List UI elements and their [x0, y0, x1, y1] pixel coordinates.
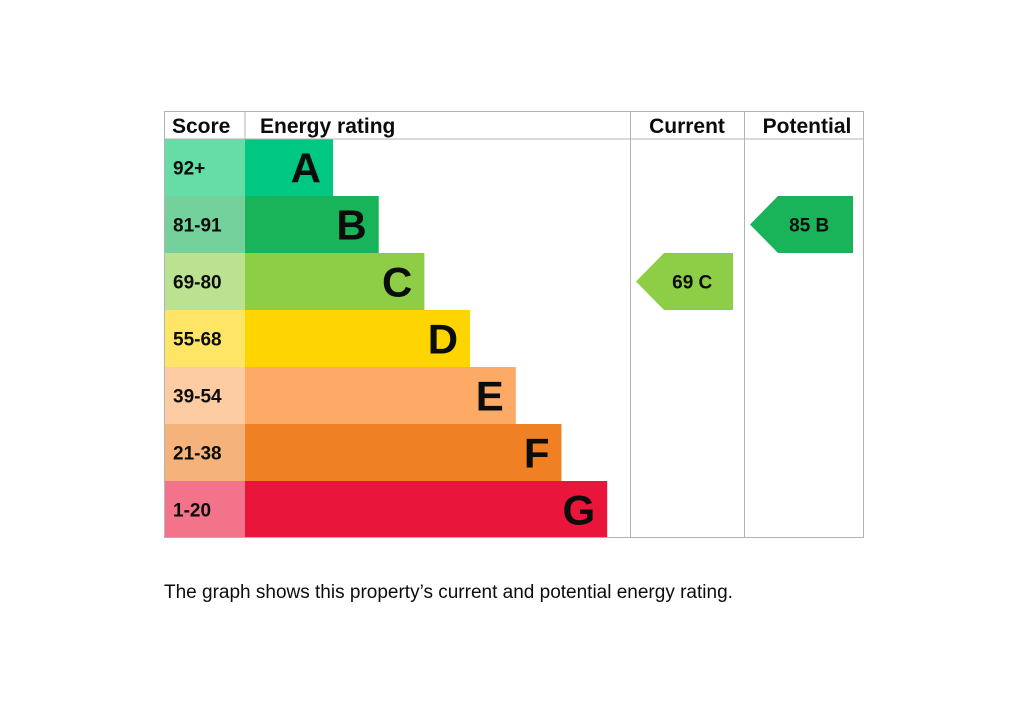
score-label-a: 92+: [173, 159, 205, 180]
rating-bar-b: [245, 196, 379, 253]
score-label-e: 39-54: [173, 387, 222, 408]
rating-letter-a: A: [291, 145, 321, 192]
header-energy-rating: Energy rating: [260, 115, 395, 138]
score-cell-f: [164, 424, 245, 481]
score-cell-a: [164, 139, 245, 196]
table-border: [164, 111, 864, 538]
rating-letter-e: E: [476, 373, 504, 420]
current-rating-arrow-label: 69 C: [672, 273, 712, 294]
rating-bar-g: [245, 481, 608, 538]
rating-bar-a: [245, 139, 333, 196]
grid-layer: [164, 111, 864, 538]
score-label-b: 81-91: [173, 216, 222, 237]
rating-letter-d: D: [428, 316, 458, 363]
score-cell-b: [164, 196, 245, 253]
score-cell-e: [164, 367, 245, 424]
rating-letter-c: C: [382, 259, 412, 306]
score-label-f: 21-38: [173, 444, 222, 465]
score-cell-c: [164, 253, 245, 310]
rating-letter-f: F: [524, 430, 550, 477]
score-label-d: 55-68: [173, 330, 222, 351]
score-label-c: 69-80: [173, 273, 222, 294]
score-label-g: 1-20: [173, 501, 211, 522]
rating-bar-c: [245, 253, 425, 310]
rating-bar-d: [245, 310, 471, 367]
header-potential: Potential: [763, 115, 852, 138]
header-current: Current: [649, 115, 725, 138]
chart-caption: The graph shows this property’s current …: [164, 582, 733, 603]
potential-rating-arrow-label: 85 B: [789, 216, 829, 237]
rating-bar-f: [245, 424, 562, 481]
arrows-layer: 69 C 85 B: [636, 196, 853, 310]
score-cell-g: [164, 481, 245, 538]
rating-letter-b: B: [336, 202, 366, 249]
potential-rating-arrow: [750, 196, 853, 253]
bands-layer: 92+ A 81-91 B 69-80 C 55-68 D 39-54 E 21-38 F 1-20 G: [164, 139, 608, 538]
score-cell-d: [164, 310, 245, 367]
rating-letter-g: G: [563, 487, 596, 534]
header-score: Score: [172, 115, 230, 138]
current-rating-arrow: [636, 253, 733, 310]
rating-bar-e: [245, 367, 516, 424]
header-layer: Score Energy rating Current Potential: [172, 115, 851, 138]
